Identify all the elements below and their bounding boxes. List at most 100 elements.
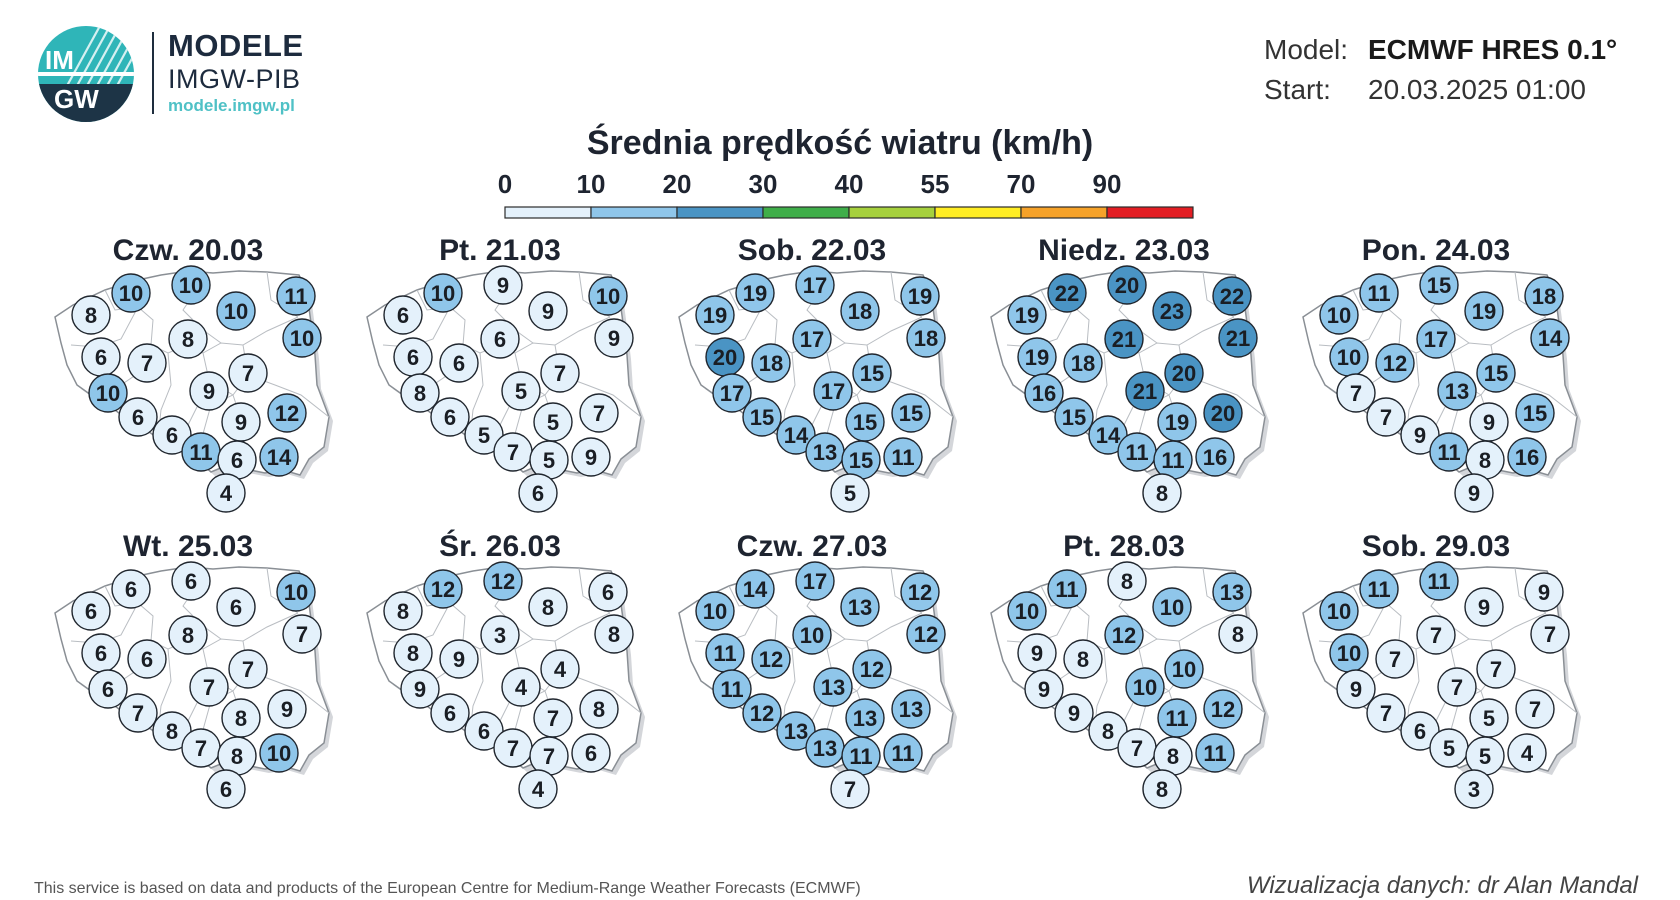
station-circle — [735, 569, 775, 609]
station-circle — [518, 769, 558, 809]
wind-station-marker: 11 — [1359, 569, 1399, 609]
station-wind-value: 21 — [1133, 379, 1157, 404]
station-wind-value: 20 — [713, 345, 737, 370]
station-wind-value: 12 — [275, 401, 299, 426]
wind-station-marker: 13 — [1437, 371, 1477, 411]
station-circle — [259, 733, 299, 773]
wind-station-marker: 6 — [81, 633, 121, 673]
station-circle — [171, 265, 211, 305]
wind-station-marker: 4 — [518, 769, 558, 809]
wind-station-marker: 6 — [430, 693, 470, 733]
station-wind-value: 7 — [141, 351, 153, 376]
forecast-map-panel: Niedz. 23.03 22 20 23 22 19 21 21 19 18 20 21 16 20 15… — [990, 235, 1269, 513]
station-wind-value: 20 — [1115, 273, 1139, 298]
station-circle — [1319, 591, 1359, 631]
station-wind-value: 22 — [1055, 281, 1079, 306]
wind-station-marker: 17 — [712, 373, 752, 413]
station-wind-value: 15 — [1062, 405, 1086, 430]
station-wind-value: 11 — [1437, 440, 1460, 465]
wind-station-marker: 10 — [171, 265, 211, 305]
station-wind-value: 10 — [290, 326, 314, 351]
station-circle — [900, 276, 940, 316]
wind-station-marker: 8 — [168, 615, 208, 655]
station-circle — [152, 415, 192, 455]
wind-station-marker: 22 — [1047, 273, 1087, 313]
station-wind-value: 17 — [1424, 327, 1448, 352]
station-wind-value: 10 — [1160, 595, 1184, 620]
station-wind-value: 14 — [1096, 423, 1121, 448]
start-value: 20.03.2025 01:00 — [1368, 74, 1586, 105]
station-circle — [1024, 669, 1064, 709]
wind-station-marker: 8 — [1153, 736, 1193, 776]
station-circle — [216, 291, 256, 331]
wind-station-marker: 6 — [480, 319, 520, 359]
wind-station-marker: 12 — [852, 649, 892, 689]
station-circle — [88, 669, 128, 709]
wind-station-marker: 6 — [430, 397, 470, 437]
wind-station-marker: 14 — [1530, 318, 1570, 358]
brand-url-link[interactable]: modele.imgw.pl — [168, 96, 295, 115]
wind-station-marker: 6 — [152, 415, 192, 455]
wind-station-marker: 10 — [695, 591, 735, 631]
wind-station-marker: 15 — [1419, 265, 1459, 305]
wind-station-marker: 10 — [282, 318, 322, 358]
legend-tick-label: 90 — [1093, 170, 1122, 199]
station-wind-value: 6 — [478, 719, 490, 744]
wind-station-marker: 6 — [206, 769, 246, 809]
wind-station-marker: 16 — [1507, 437, 1547, 477]
wind-station-marker: 11 — [712, 669, 752, 709]
station-circle — [383, 295, 423, 335]
legend-color-swatch — [504, 206, 592, 219]
wind-station-marker: 7 — [1375, 639, 1415, 679]
station-circle — [1319, 295, 1359, 335]
wind-station-marker: 17 — [795, 265, 835, 305]
wind-station-marker: 8 — [1063, 639, 1103, 679]
wind-station-marker: 10 — [1329, 633, 1369, 673]
wind-station-marker: 9 — [1469, 402, 1509, 442]
wind-station-marker: 8 — [168, 319, 208, 359]
wind-station-marker: 7 — [1437, 667, 1477, 707]
wind-station-marker: 9 — [1524, 572, 1564, 612]
wind-station-marker: 6 — [518, 473, 558, 513]
station-circle — [712, 373, 752, 413]
map-day-title: Pt. 21.03 — [439, 235, 561, 267]
station-wind-value: 5 — [1483, 706, 1495, 731]
wind-station-marker: 15 — [841, 440, 881, 480]
wind-station-marker: 20 — [705, 337, 745, 377]
wind-station-marker: 4 — [1507, 733, 1547, 773]
station-wind-value: 8 — [593, 697, 605, 722]
station-wind-value: 7 — [1490, 657, 1502, 682]
wind-station-marker: 4 — [206, 473, 246, 513]
wind-station-marker: 9 — [528, 291, 568, 331]
wind-station-marker: 12 — [1375, 343, 1415, 383]
wind-station-marker: 13 — [845, 698, 885, 738]
station-wind-value: 6 — [95, 641, 107, 666]
wind-station-marker: 18 — [1063, 343, 1103, 383]
station-circle — [1218, 318, 1258, 358]
station-circle — [1125, 667, 1165, 707]
station-wind-value: 10 — [284, 580, 308, 605]
wind-station-marker: 11 — [1359, 273, 1399, 313]
station-circle — [792, 319, 832, 359]
wind-station-marker: 10 — [276, 572, 316, 612]
station-wind-value: 6 — [585, 741, 597, 766]
wind-station-marker: 13 — [805, 728, 845, 768]
station-circle — [751, 343, 791, 383]
station-wind-value: 7 — [507, 440, 519, 465]
station-wind-value: 5 — [844, 481, 856, 506]
station-wind-value: 8 — [182, 623, 194, 648]
station-wind-value: 17 — [821, 379, 845, 404]
station-circle — [906, 318, 946, 358]
station-circle — [1359, 569, 1399, 609]
station-wind-value: 6 — [397, 303, 409, 328]
wind-station-marker: 7 — [1336, 373, 1376, 413]
station-wind-value: 12 — [491, 569, 515, 594]
station-wind-value: 10 — [1327, 303, 1351, 328]
station-wind-value: 8 — [414, 381, 426, 406]
station-circle — [1524, 572, 1564, 612]
station-circle — [830, 473, 870, 513]
visualization-credit: Wizualizacja danych: dr Alan Mandal — [1246, 872, 1638, 899]
station-circle — [439, 343, 479, 383]
